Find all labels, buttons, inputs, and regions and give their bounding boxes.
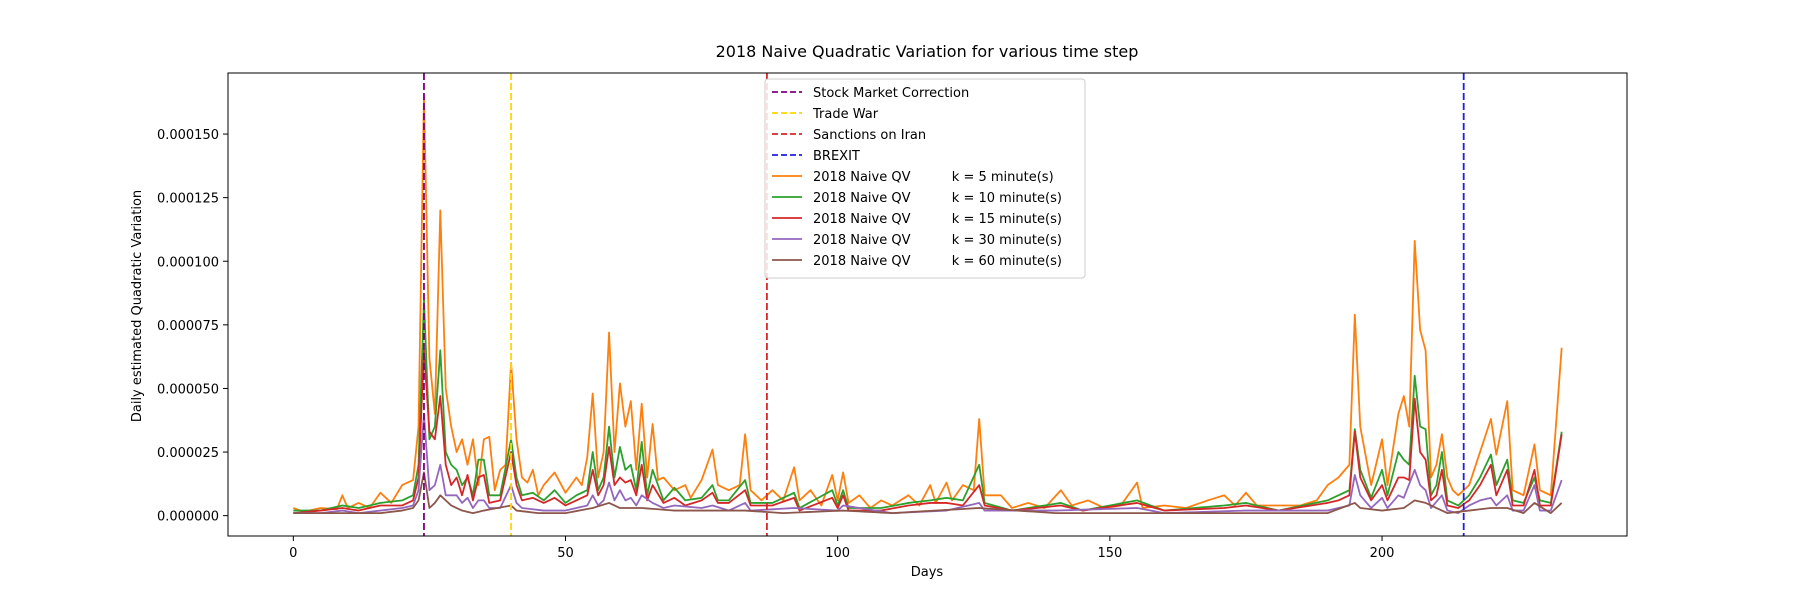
- x-tick-label: 0: [289, 546, 297, 561]
- series-line-5: [293, 471, 1563, 514]
- y-tick-label: 0.000000: [157, 510, 219, 525]
- legend-label: 2018 Naive QV k = 10 minute(s): [813, 191, 1062, 206]
- plot-frame: [227, 72, 1628, 537]
- legend-label: 2018 Naive QV k = 15 minute(s): [813, 212, 1062, 227]
- y-tick-label: 0.000100: [157, 255, 219, 270]
- legend: Stock Market Correction Trade War Sanction…: [764, 78, 1086, 279]
- y-axis-label: Daily estimated Quadratic Variation: [130, 190, 145, 422]
- x-tick-label: 150: [1097, 546, 1122, 561]
- legend-label: Stock Market Correction: [813, 86, 969, 101]
- series-line-2: [293, 298, 1563, 512]
- y-tick-label: 0.000150: [157, 128, 219, 143]
- y-tick-label: 0.000025: [157, 446, 219, 461]
- y-tick-label: 0.000125: [157, 192, 219, 207]
- legend-label: 2018 Naive QV k = 60 minute(s): [813, 254, 1062, 269]
- series-group: [293, 95, 1563, 514]
- plot-area: 0 50 100 150 200 0.000000 0.000025 0.000050 0.00…: [157, 72, 1628, 561]
- x-tick-label: 100: [825, 546, 850, 561]
- legend-box: [764, 78, 1086, 279]
- legend-label: Trade War: [812, 107, 879, 122]
- series-line-1: [293, 95, 1563, 513]
- legend-label: 2018 Naive QV k = 5 minute(s): [813, 170, 1054, 185]
- x-tick-label: 200: [1370, 546, 1395, 561]
- y-tick-label: 0.000050: [157, 382, 219, 397]
- x-tick-label: 50: [557, 546, 574, 561]
- y-tick-label: 0.000075: [157, 319, 219, 334]
- series-line-3: [293, 349, 1563, 514]
- legend-label: BREXIT: [813, 149, 860, 164]
- x-axis-label: Days: [911, 565, 944, 580]
- legend-label: 2018 Naive QV k = 30 minute(s): [813, 233, 1062, 248]
- legend-label: Sanctions on Iran: [813, 128, 926, 143]
- chart-title: 2018 Naive Quadratic Variation for vario…: [716, 42, 1139, 61]
